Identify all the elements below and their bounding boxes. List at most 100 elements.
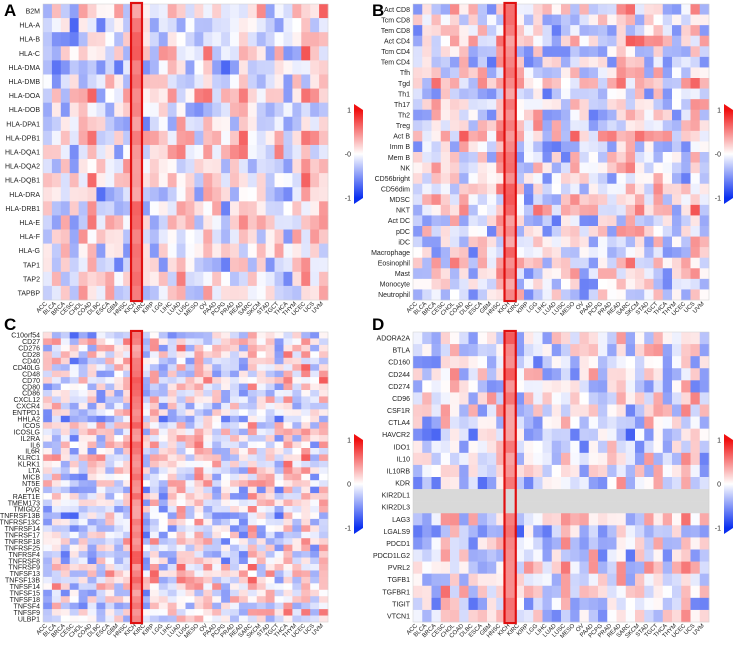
heatmap-cell <box>274 88 284 103</box>
heatmap-cell <box>292 377 302 384</box>
heatmap-cell <box>212 589 222 597</box>
heatmap-cell <box>607 477 617 490</box>
heatmap-cell <box>87 460 97 468</box>
heatmap-cell <box>158 525 168 533</box>
heatmap-cell <box>176 480 186 487</box>
heatmap-cell <box>413 247 423 259</box>
heatmap-cell <box>274 229 284 244</box>
heatmap-cell <box>514 537 525 550</box>
heatmap-cell <box>542 573 553 587</box>
heatmap-frame <box>42 331 329 623</box>
heatmap-cell <box>542 247 553 259</box>
heatmap-cell <box>221 344 231 352</box>
heatmap-cell <box>43 473 53 481</box>
heatmap-cell <box>477 4 488 15</box>
heatmap-cell <box>431 404 442 417</box>
heatmap-cell <box>551 561 562 574</box>
heatmap-cell <box>422 25 432 37</box>
heatmap-cell <box>274 271 284 287</box>
heatmap-cell <box>653 99 664 111</box>
heatmap-cell <box>132 564 142 571</box>
heatmap-cell <box>319 144 329 160</box>
heatmap-cell <box>185 512 195 520</box>
heatmap-cell <box>265 88 275 103</box>
heatmap-cell <box>644 152 654 163</box>
heatmap-cell <box>114 4 124 19</box>
heatmap-cell <box>230 159 240 174</box>
heatmap-cell <box>194 435 204 442</box>
heatmap-cell <box>221 383 231 391</box>
heatmap-cell <box>167 130 177 146</box>
row-label: HLA-DPA1 <box>6 121 40 128</box>
heatmap-cell <box>672 109 682 121</box>
heatmap-cell <box>468 501 479 514</box>
heatmap-cell <box>690 344 701 357</box>
heatmap-cell <box>283 257 293 273</box>
heatmap-cell <box>60 460 71 468</box>
heatmap-cell <box>274 364 284 371</box>
heatmap-cell <box>176 74 186 89</box>
heatmap-cell <box>114 602 124 610</box>
row-label: TMEM173 <box>8 500 40 507</box>
heatmap-cell <box>230 74 240 89</box>
heatmap-cell <box>176 499 186 507</box>
heatmap-cell <box>301 570 311 578</box>
heatmap-cell <box>496 141 506 153</box>
heatmap-cell <box>579 428 590 442</box>
heatmap-cell <box>644 46 654 58</box>
heatmap-cell <box>570 428 580 442</box>
heatmap-cell <box>69 506 79 513</box>
heatmap-cell <box>123 480 133 487</box>
heatmap-cell <box>123 102 133 118</box>
heatmap-cell <box>158 615 168 623</box>
heatmap-cell <box>431 194 442 206</box>
heatmap-cell <box>149 493 160 500</box>
heatmap-cell <box>598 56 608 68</box>
heatmap-cell <box>87 271 97 287</box>
heatmap-cell <box>247 351 258 359</box>
heatmap-cell <box>319 428 329 436</box>
heatmap-cell <box>158 332 168 339</box>
heatmap-cell <box>561 440 571 454</box>
heatmap-cell <box>450 35 460 47</box>
heatmap-cell <box>158 102 168 118</box>
heatmap-cell <box>283 215 293 230</box>
heatmap-cell <box>221 332 231 339</box>
row-label: CTLA4 <box>388 420 410 427</box>
heatmap-cell <box>616 215 627 227</box>
heatmap-cell <box>487 573 497 587</box>
heatmap-cell <box>203 480 213 487</box>
heatmap-cell <box>185 390 195 397</box>
heatmap-cell <box>644 392 654 405</box>
heatmap-cell <box>149 538 160 545</box>
heatmap-cell <box>635 215 645 227</box>
heatmap-cell <box>440 247 451 259</box>
heatmap-cell <box>140 544 151 552</box>
heatmap-cell <box>690 440 701 454</box>
heatmap-cell <box>542 392 553 405</box>
heatmap-cell <box>247 609 258 616</box>
heatmap-cell <box>487 597 497 611</box>
heatmap-cell <box>230 332 240 339</box>
heatmap-cell <box>123 32 133 47</box>
heatmap-cell <box>176 351 186 359</box>
heatmap-cell <box>533 120 543 132</box>
heatmap-cell <box>440 173 451 185</box>
heatmap-cell <box>114 454 124 462</box>
heatmap-cell <box>43 271 53 287</box>
heatmap-cell <box>551 257 562 269</box>
heatmap-cell <box>60 448 71 455</box>
heatmap-cell <box>459 392 469 405</box>
heatmap-cell <box>653 428 664 442</box>
heatmap-cell <box>570 278 580 290</box>
heatmap-cell <box>149 576 160 584</box>
heatmap-cell <box>524 78 534 89</box>
heatmap-cell <box>132 460 142 468</box>
heatmap-cell <box>487 215 497 227</box>
heatmap-cell <box>69 473 79 481</box>
heatmap-cell <box>212 116 222 132</box>
heatmap-cell <box>78 538 88 545</box>
heatmap-cell <box>176 493 186 500</box>
heatmap-cell <box>60 602 71 610</box>
heatmap-cell <box>690 464 701 478</box>
